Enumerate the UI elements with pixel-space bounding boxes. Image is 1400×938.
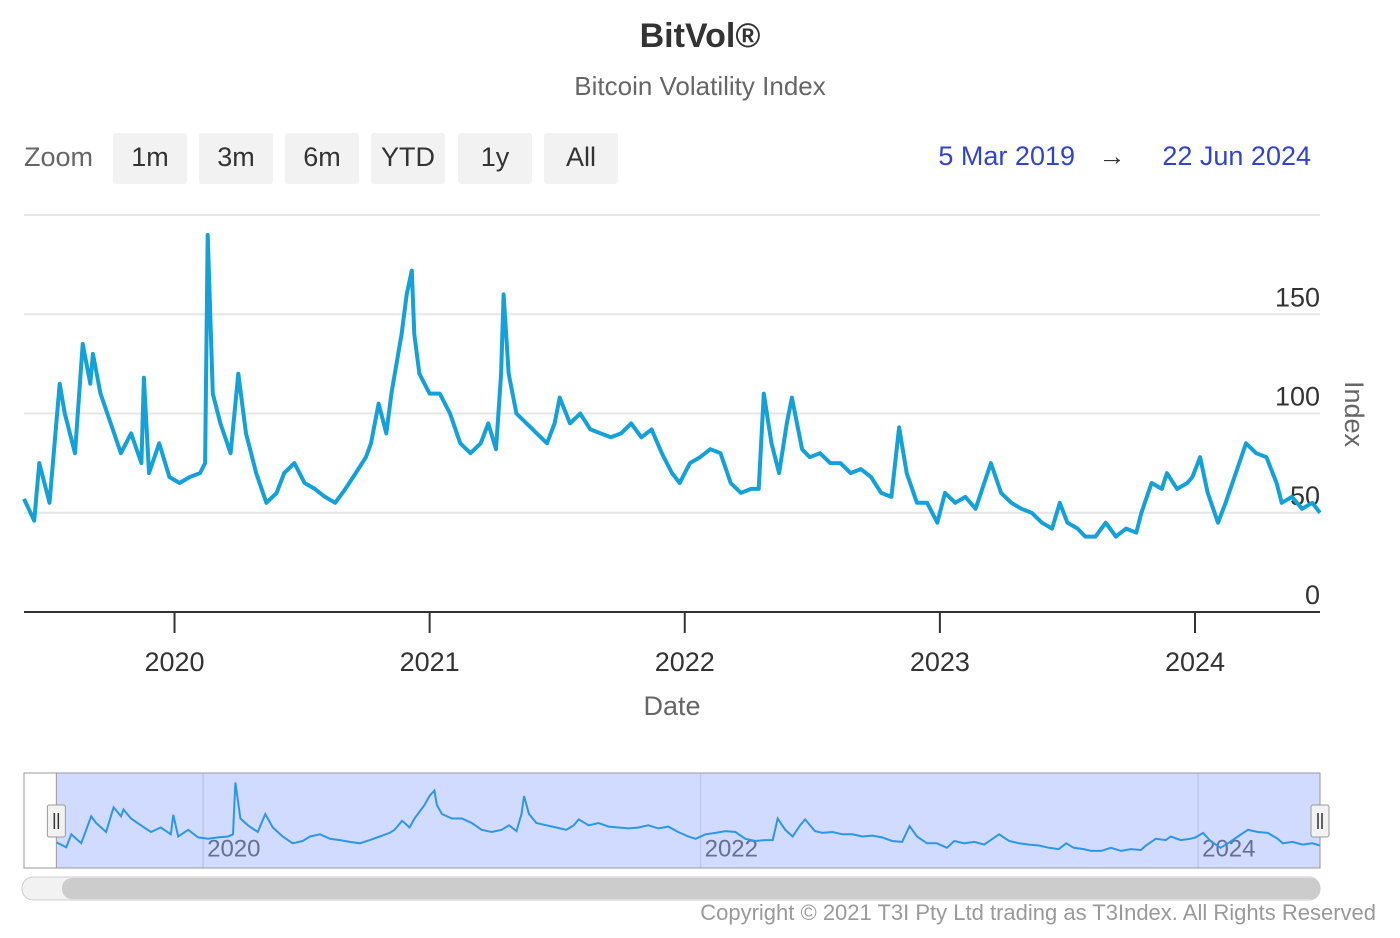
navigator-handle-grip: [1317, 813, 1323, 829]
x-tick-label: 2022: [655, 647, 715, 677]
x-tick-label: 2023: [910, 647, 970, 677]
zoom-button[interactable]: [113, 133, 187, 184]
navigator-handle-grip: [53, 813, 60, 829]
navigator-handle[interactable]: [1310, 804, 1330, 838]
navigator-handle[interactable]: [46, 804, 66, 838]
x-tick-label: 2020: [144, 647, 204, 677]
navigator-selection[interactable]: [55, 772, 1321, 869]
x-tick-label: 2021: [400, 647, 460, 677]
zoom-button-label[interactable]: 6m: [303, 142, 341, 172]
range-from[interactable]: 5 Mar 2019: [938, 141, 1075, 171]
range-arrow: →: [1099, 141, 1126, 171]
copyright: Copyright © 2021 T3I Pty Ltd trading as …: [700, 900, 1376, 925]
zoom-button-label[interactable]: All: [566, 142, 596, 172]
zoom-label: Zoom: [24, 142, 93, 172]
zoom-button[interactable]: [285, 133, 359, 184]
zoom-button[interactable]: [371, 133, 445, 184]
range-to[interactable]: 22 Jun 2024: [1162, 141, 1311, 171]
chart-subtitle: Bitcoin Volatility Index: [574, 71, 825, 101]
navigator-tick-label: 2020: [207, 835, 260, 862]
zoom-button[interactable]: [544, 133, 618, 184]
chart-title: BitVol®: [640, 17, 761, 55]
y-tick-label: 150: [1275, 282, 1320, 312]
y-axis-title: Index: [1339, 381, 1369, 448]
x-tick-label: 2024: [1165, 647, 1225, 677]
data-line: [22, 232, 1322, 539]
zoom-button-label[interactable]: 1y: [481, 142, 510, 172]
zoom-button-label[interactable]: 1m: [131, 142, 169, 172]
zoom-button-label[interactable]: YTD: [381, 142, 435, 172]
scrollbar-thumb[interactable]: [62, 878, 1320, 899]
y-tick-label: 100: [1275, 382, 1320, 412]
y-tick-label: 0: [1305, 580, 1320, 610]
navigator-line: [55, 782, 1321, 852]
x-axis-title: Date: [643, 691, 700, 721]
zoom-button-label[interactable]: 3m: [217, 142, 255, 172]
navigator-tick-label: 2024: [1202, 835, 1255, 862]
zoom-button[interactable]: [458, 133, 532, 184]
zoom-button[interactable]: [199, 133, 273, 184]
